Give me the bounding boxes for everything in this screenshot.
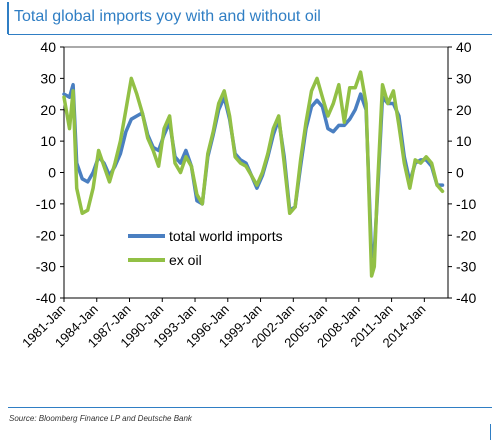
series-line-ex-oil <box>62 70 445 278</box>
y-tick-label-left: -10 <box>36 196 56 212</box>
y-tick-label-left: 20 <box>40 102 56 118</box>
chart-series-layer <box>62 70 445 278</box>
y-tick-label-right: -30 <box>456 259 476 275</box>
y-tick-label-right: 40 <box>456 39 472 55</box>
frame-corner-mark <box>490 424 491 440</box>
source-note: Source: Bloomberg Finance LP and Deutsch… <box>9 414 192 423</box>
y-tick-label-left: -20 <box>36 227 56 243</box>
y-tick-label-right: 20 <box>456 102 472 118</box>
y-tick-label-left: -30 <box>36 259 56 275</box>
legend-label: ex oil <box>169 252 202 268</box>
source-rule <box>8 407 492 408</box>
title-accent-bar <box>7 2 9 34</box>
chart-axes: 40 40 30 30 20 20 10 10 0 0 -10 -10 -20 -20 -30 -30 -40 -… <box>19 39 476 350</box>
y-tick-label-right: 10 <box>456 133 472 149</box>
y-tick-label-left: 10 <box>40 133 56 149</box>
y-tick-label-left: 30 <box>40 70 56 86</box>
y-tick-label-right: -40 <box>456 290 476 306</box>
chart-title: Total global imports yoy with and withou… <box>14 8 321 25</box>
y-tick-label-left: 40 <box>40 39 56 55</box>
y-tick-label-right: -10 <box>456 196 476 212</box>
y-tick-label-right: -20 <box>456 227 476 243</box>
y-tick-label-right: 30 <box>456 70 472 86</box>
y-tick-label-right: 0 <box>456 165 464 181</box>
plot-area-border <box>63 46 449 299</box>
y-tick-label-left: -40 <box>36 290 56 306</box>
title-underline <box>8 34 492 35</box>
legend-label: total world imports <box>169 228 283 244</box>
y-tick-label-left: 0 <box>48 165 56 181</box>
chart-legend: total world imports ex oil <box>128 228 283 268</box>
